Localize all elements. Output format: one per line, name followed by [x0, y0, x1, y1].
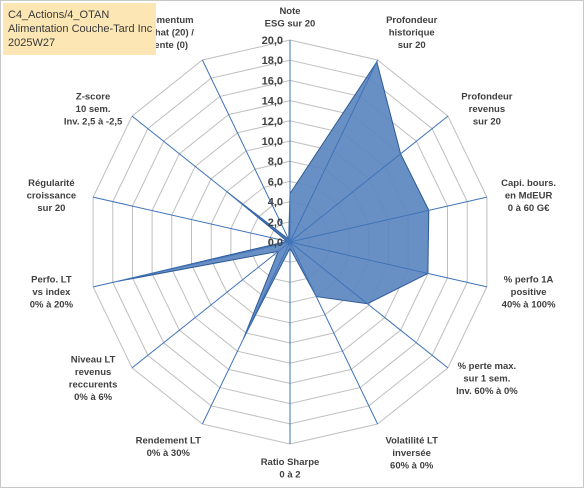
tick-label-layer: 0,0 2,0 4,0 6,0 8,0 10,0 12,0 14,0 16,0 18,0 20,0	[262, 35, 283, 249]
axis-label-line: 40% à 100%	[502, 299, 556, 310]
axis-label: % perfo 1A positive 40% à 100%	[502, 274, 556, 310]
axis-label: Niveau LT revenus reccurents 0% à 6%	[69, 355, 118, 404]
axis-label-line: vs index	[32, 287, 71, 298]
axis-label-line: Profondeur	[461, 92, 512, 103]
axis-label: Perfo. LT vs index 0% à 20%	[30, 274, 74, 310]
axis-label-line: historique	[389, 27, 435, 38]
axis-label-line: positive	[511, 287, 547, 298]
axis-label: Ratio Sharpe 0 à 2	[261, 457, 320, 481]
tick-label: 8,0	[268, 156, 283, 168]
axis-label-line: Rendement LT	[136, 436, 201, 447]
axis-label-line: Régularité	[28, 178, 74, 189]
axis-label-line: Capi. bours.	[501, 178, 556, 189]
axis-label-line: Perfo. LT	[31, 274, 72, 285]
axis-spoke	[289, 241, 449, 369]
axis-spoke	[289, 241, 488, 288]
axis-label-line: 10 sem.	[76, 104, 111, 115]
axis-label-line: sur 20	[398, 40, 426, 51]
axis-spoke	[131, 115, 291, 243]
axis-label-line: 0% à 30%	[147, 448, 191, 459]
axis-label-line: sur 1 sem.	[463, 373, 510, 384]
axis-label-line: sur 20	[473, 117, 501, 128]
axis-spoke	[131, 241, 291, 369]
tick-label: 18,0	[262, 55, 283, 67]
axis-label-line: croissance	[27, 191, 77, 202]
axis-label-line: 60% à 0%	[390, 461, 434, 472]
tick-label: 2,0	[268, 217, 283, 229]
axis-label-line: Vente (0)	[148, 40, 188, 51]
axis-label-line: 0 à 2	[279, 470, 300, 481]
axis-label: Régularité croissance sur 20	[27, 178, 77, 214]
chart-title-box: C4_Actions/4_OTAN Alimentation Couche-Ta…	[3, 3, 156, 55]
axis-label: Z-score 10 sem. Inv. 2,5 à -2,5	[64, 92, 123, 128]
axis-label-line: sur 20	[37, 203, 65, 214]
axis-label: % perte max. sur 1 sem. Inv. 60% à 0%	[456, 361, 518, 397]
axis-label-line: revenus	[75, 367, 111, 378]
axis-label-line: 0 à 60 G€	[508, 203, 550, 214]
axis-label-line: % perte max.	[458, 361, 517, 372]
title-line-3: 2025W27	[8, 37, 56, 49]
axis-label-line: Ratio Sharpe	[261, 457, 320, 468]
axis-label: Profondeur revenus sur 20	[461, 92, 512, 128]
axis-spoke	[289, 196, 488, 243]
axis-label-line: inversée	[392, 448, 431, 459]
axis-label: Volatilité LT inversée 60% à 0%	[385, 436, 438, 472]
axis-label-line: Achat (20) /	[143, 27, 195, 38]
axis-spoke	[289, 115, 449, 243]
axis-spoke	[201, 59, 291, 243]
axis-label-line: Niveau LT	[71, 355, 116, 366]
axis-label-line: 0% à 6%	[74, 392, 113, 403]
axis-spoke	[92, 196, 291, 243]
tick-label: 0,0	[268, 237, 283, 249]
axis-label: Profondeur historique sur 20	[386, 15, 437, 51]
axis-label: Capi. bours. en MdEUR 0 à 60 G€	[501, 178, 556, 214]
axis-label-line: Note	[279, 6, 300, 17]
axis-label: Momentum Achat (20) / Vente (0)	[143, 15, 195, 51]
title-line-2: Alimentation Couche-Tard Inc	[8, 23, 153, 35]
axis-label-line: Inv. 2,5 à -2,5	[64, 117, 123, 128]
tick-label: 20,0	[262, 35, 283, 47]
tick-label: 6,0	[268, 176, 283, 188]
axis-label-line: reccurents	[69, 380, 118, 391]
axis-label-line: revenus	[469, 104, 505, 115]
axis-label-line: ESG sur 20	[265, 19, 316, 30]
axis-label-line: en MdEUR	[505, 191, 553, 202]
axis-spoke	[92, 241, 291, 288]
axis-label-line: Momentum	[143, 15, 194, 26]
axis-label-line: Z-score	[76, 92, 110, 103]
axis-label-line: % perfo 1A	[504, 274, 554, 285]
tick-label: 16,0	[262, 75, 283, 87]
axis-label-line: Volatilité LT	[385, 436, 438, 447]
spoke-layer	[92, 40, 488, 444]
axis-label: Rendement LT 0% à 30%	[136, 436, 201, 460]
axis-spoke	[201, 241, 291, 425]
axis-spoke	[289, 59, 379, 243]
axis-label: Note ESG sur 20	[265, 6, 316, 30]
tick-label: 10,0	[262, 136, 283, 148]
axis-label-line: Profondeur	[386, 15, 437, 26]
tick-label: 12,0	[262, 116, 283, 128]
axis-label-layer: Note ESG sur 20 Profondeur historique sur 20…	[27, 6, 557, 481]
title-line-1: C4_Actions/4_OTAN	[8, 9, 110, 21]
axis-label-line: Inv. 60% à 0%	[456, 386, 518, 397]
axis-spoke	[289, 241, 379, 425]
tick-label: 4,0	[268, 197, 283, 209]
axis-label-line: 0% à 20%	[30, 299, 74, 310]
tick-label: 14,0	[262, 96, 283, 108]
